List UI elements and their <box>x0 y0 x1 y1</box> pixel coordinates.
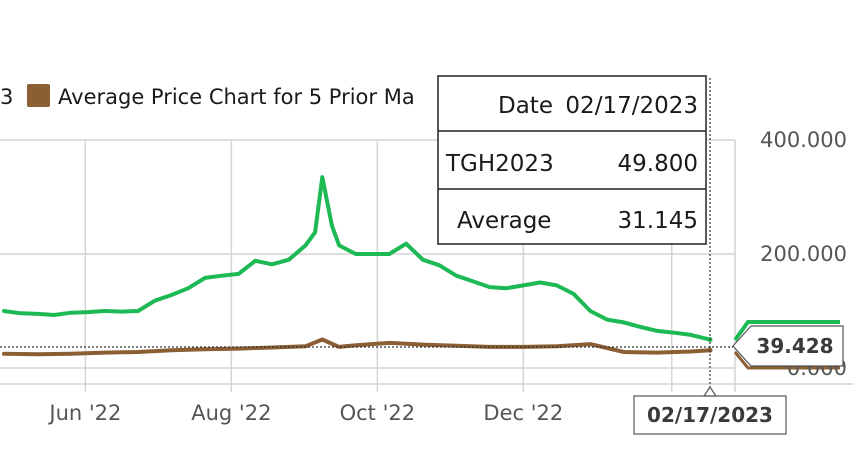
grid-lines <box>0 139 853 392</box>
legend-item-fragment[interactable]: 3 <box>0 85 13 109</box>
legend-item-average[interactable]: Average Price Chart for 5 Prior Ma <box>58 85 415 109</box>
tooltip-average-value: 31.145 <box>618 208 698 234</box>
tooltip-series-value: 49.800 <box>618 151 698 177</box>
series-segment-right <box>733 320 840 342</box>
tooltip-date-label: Date <box>498 93 553 119</box>
last-price-label: 39.428 <box>756 334 833 358</box>
tooltip-average-label: Average <box>457 208 551 234</box>
tooltip-series-label: TGH2023 <box>445 151 554 177</box>
x-tick-label: Oct '22 <box>340 401 415 425</box>
legend-swatch-average <box>27 84 50 107</box>
y-tick-label: 200.000 <box>760 242 847 266</box>
crosshair-date-badge: 02/17/2023 <box>633 385 787 435</box>
x-tick-label: Aug '22 <box>191 401 271 425</box>
crosshair-date-label: 02/17/2023 <box>647 403 773 427</box>
series-lines <box>0 78 840 388</box>
crosshair-date-pointer <box>702 385 718 397</box>
y-tick-label: 400.000 <box>760 128 847 152</box>
series-line-tgh2023 <box>2 175 712 342</box>
tooltip: Date 02/17/2023 TGH2023 49.800 Average 3… <box>437 75 707 245</box>
series-segment-right <box>733 351 840 370</box>
tooltip-box <box>437 75 707 245</box>
x-tick-label: Jun '22 <box>47 401 121 425</box>
legend[interactable]: 3 Average Price Chart for 5 Prior Ma <box>0 84 415 109</box>
x-tick-label: Dec '22 <box>483 401 563 425</box>
crosshair-date-box <box>633 395 787 435</box>
series-line-average <box>2 337 712 357</box>
last-price-badge: 39.428 <box>732 325 844 367</box>
tooltip-date-value: 02/17/2023 <box>565 93 698 119</box>
last-price-box <box>732 325 844 367</box>
